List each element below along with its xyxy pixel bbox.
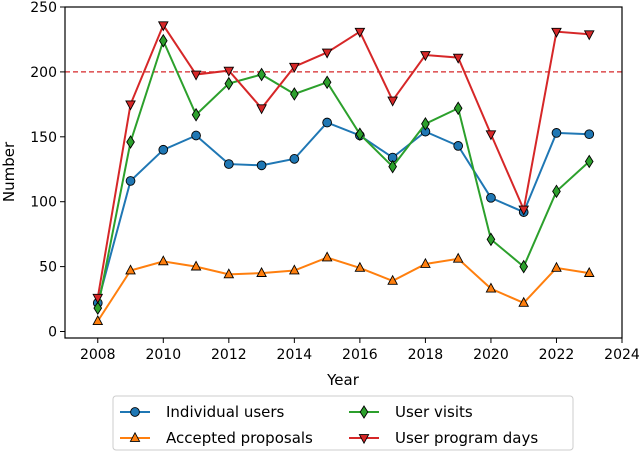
data-point (92, 293, 104, 304)
data-point (223, 66, 235, 77)
data-point (518, 296, 530, 307)
data-point (551, 128, 562, 138)
data-point (421, 116, 430, 131)
legend-label: User program days (395, 429, 538, 447)
data-point (289, 264, 300, 275)
data-point (157, 21, 169, 32)
legend-marker (129, 431, 141, 442)
data-point (223, 159, 234, 169)
data-point (157, 255, 169, 266)
x-tick-label: 2014 (277, 347, 313, 363)
x-tick-label: 2010 (145, 347, 181, 363)
legend-marker (359, 405, 369, 419)
legend-marker (358, 434, 370, 445)
data-point (190, 70, 202, 81)
data-point (191, 130, 201, 141)
data-point (256, 160, 267, 171)
data-point (354, 27, 366, 38)
x-tick-label: 2012 (211, 347, 247, 363)
data-point (485, 130, 497, 141)
data-point (158, 144, 169, 155)
data-point (321, 48, 333, 59)
legend-label: Accepted proposals (166, 429, 313, 447)
data-point (158, 33, 168, 48)
series-line (96, 37, 590, 309)
data-point (125, 176, 136, 186)
data-point (290, 87, 299, 101)
series-line (96, 256, 590, 322)
plot-frame (64, 6, 623, 339)
data-point (388, 159, 397, 174)
x-tick-label: 2020 (473, 347, 509, 363)
x-axis-label: Year (326, 371, 360, 389)
data-point (486, 232, 496, 247)
data-point (289, 62, 300, 73)
data-point (583, 30, 595, 41)
data-point (453, 141, 464, 151)
y-tick-label: 250 (30, 0, 57, 16)
data-point (125, 100, 136, 111)
data-point (190, 260, 202, 271)
x-tick-label: 2016 (342, 347, 378, 363)
x-tick-label: 2008 (80, 347, 116, 363)
data-point (485, 282, 497, 293)
y-tick-label: 100 (30, 195, 57, 211)
data-point (519, 259, 529, 274)
data-point (387, 96, 398, 107)
x-tick-label: 2022 (539, 347, 575, 363)
data-point (322, 75, 332, 90)
series-line (96, 121, 590, 304)
legend: Individual users Accepted proposals User v… (112, 395, 574, 451)
legend-box (112, 395, 574, 451)
y-tick-label: 200 (30, 65, 57, 81)
x-axis: 2008 2010 2012 2014 2016 2018 2020 2022 2024 (80, 338, 640, 363)
data-point (92, 314, 104, 325)
data-point (518, 205, 530, 216)
data-point (387, 274, 398, 285)
data-point (256, 266, 267, 277)
data-point (256, 104, 267, 115)
x-tick-label: 2018 (408, 347, 444, 363)
data-point (420, 257, 431, 268)
data-point (552, 184, 561, 199)
y-axis: 0 50 100 150 200 250 (30, 0, 65, 341)
data-point (486, 192, 496, 203)
legend-label: User visits (395, 403, 473, 421)
data-point (551, 261, 562, 272)
data-point (125, 264, 136, 275)
legend-marker (130, 407, 140, 417)
data-point (191, 107, 201, 122)
y-tick-label: 50 (39, 260, 57, 276)
x-tick-label: 2024 (604, 347, 640, 363)
plot-area (65, 21, 622, 325)
data-point (355, 127, 365, 142)
data-point (584, 129, 595, 140)
data-point (452, 53, 464, 64)
data-point (126, 135, 135, 149)
data-point (321, 251, 333, 262)
data-point (452, 252, 464, 263)
data-point (322, 117, 332, 128)
data-point (257, 67, 266, 82)
data-point (584, 154, 594, 169)
legend-label: Individual users (166, 403, 285, 421)
data-point (289, 154, 300, 164)
data-point (551, 27, 562, 38)
series-line (96, 23, 590, 298)
data-point (583, 266, 595, 277)
data-point (420, 51, 431, 62)
y-tick-label: 0 (48, 325, 57, 341)
data-point (224, 76, 234, 91)
data-point (453, 101, 463, 116)
data-point (93, 301, 103, 315)
data-point (354, 261, 366, 272)
y-tick-label: 150 (30, 130, 57, 146)
data-point (223, 268, 235, 279)
y-axis-label: Number (0, 141, 18, 202)
